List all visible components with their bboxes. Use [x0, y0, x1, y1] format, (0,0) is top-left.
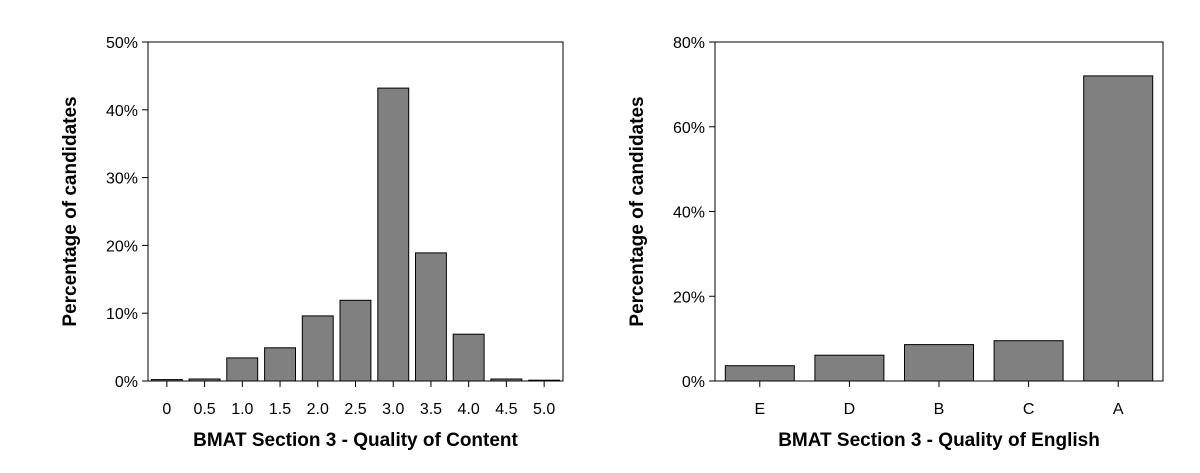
bar-3-0: [377, 87, 410, 382]
x-tick-label: 3.5: [420, 401, 442, 418]
x-tick-label: 0.5: [193, 401, 215, 418]
chart-quality-of-english: 0% 20% 40% 60% 80% E D B C A BMAT Section 3 - Qual…: [627, 35, 1164, 451]
bar-E: [724, 365, 795, 382]
y-tick-label: 0%: [115, 374, 138, 391]
bar-C: [993, 340, 1064, 382]
x-tick-label: 5.0: [533, 401, 555, 418]
y-tick-label: 40%: [106, 103, 138, 120]
bar-B: [904, 344, 974, 382]
bar-2-5: [339, 299, 372, 382]
x-tick-label: B: [934, 401, 945, 418]
y-tick-label: 20%: [673, 289, 705, 306]
x-tick-label: 1.5: [269, 401, 291, 418]
bar-2-0: [301, 315, 334, 382]
x-tick-label: E: [754, 401, 765, 418]
x-tick-label: 2.0: [307, 401, 329, 418]
y-tick-label: 30%: [106, 171, 138, 188]
bar-1-0: [226, 357, 259, 382]
y-tick-label: 60%: [673, 120, 705, 137]
x-tick-label: A: [1113, 401, 1124, 418]
x-axis-label: BMAT Section 3 - Quality of English: [778, 430, 1100, 451]
chart-quality-of-content: 0% 10% 20% 30% 40% 50% 0 0.5 1.0 1.5 2.0 2.5 3.0 3.5 4…: [60, 35, 564, 451]
y-axis-label: Percentage of candidates: [627, 96, 648, 326]
bar-D: [814, 354, 885, 382]
x-tick-label: 0: [162, 401, 171, 418]
y-tick-label: 20%: [106, 238, 138, 255]
x-tick-label: D: [844, 401, 856, 418]
bar-1-5: [264, 347, 297, 382]
y-tick-label: 10%: [106, 306, 138, 323]
x-tick-label: C: [1023, 401, 1035, 418]
bar-A: [1083, 75, 1154, 382]
y-tick-label: 40%: [673, 205, 705, 222]
bar-4-0: [452, 333, 485, 382]
y-axis-label: Percentage of candidates: [60, 96, 81, 326]
x-tick-label: 2.5: [344, 401, 366, 418]
y-tick-label: 80%: [673, 35, 705, 52]
x-tick-label: 3.0: [382, 401, 404, 418]
bar-3-5: [415, 252, 447, 382]
x-tick-label: 4.5: [495, 401, 517, 418]
x-axis-label: BMAT Section 3 - Quality of Content: [193, 430, 518, 451]
x-tick-label: 4.0: [458, 401, 480, 418]
y-tick-label: 50%: [106, 35, 138, 52]
y-tick-label: 0%: [682, 374, 705, 391]
x-tick-label: 1.0: [231, 401, 253, 418]
